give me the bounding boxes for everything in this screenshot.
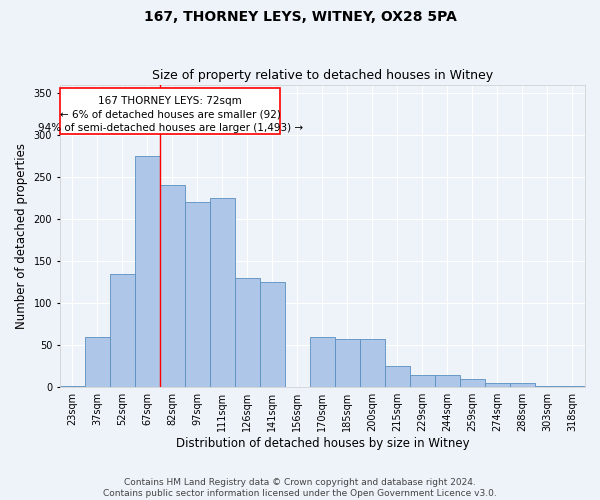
Bar bbox=[260, 282, 285, 387]
FancyBboxPatch shape bbox=[60, 88, 280, 134]
Text: 167, THORNEY LEYS, WITNEY, OX28 5PA: 167, THORNEY LEYS, WITNEY, OX28 5PA bbox=[143, 10, 457, 24]
Title: Size of property relative to detached houses in Witney: Size of property relative to detached ho… bbox=[152, 69, 493, 82]
Bar bbox=[535, 386, 560, 387]
Bar bbox=[235, 278, 260, 387]
Bar bbox=[410, 374, 435, 387]
Bar bbox=[85, 337, 110, 387]
Bar bbox=[360, 340, 385, 387]
Bar bbox=[460, 379, 485, 387]
Bar bbox=[335, 340, 360, 387]
Bar bbox=[510, 383, 535, 387]
Bar bbox=[435, 374, 460, 387]
Text: ← 6% of detached houses are smaller (92): ← 6% of detached houses are smaller (92) bbox=[59, 110, 281, 120]
Bar bbox=[385, 366, 410, 387]
Bar bbox=[110, 274, 135, 387]
Bar bbox=[560, 386, 585, 387]
Text: 94% of semi-detached houses are larger (1,493) →: 94% of semi-detached houses are larger (… bbox=[38, 124, 302, 134]
Bar bbox=[210, 198, 235, 387]
Bar bbox=[160, 186, 185, 387]
Text: Contains HM Land Registry data © Crown copyright and database right 2024.
Contai: Contains HM Land Registry data © Crown c… bbox=[103, 478, 497, 498]
X-axis label: Distribution of detached houses by size in Witney: Distribution of detached houses by size … bbox=[176, 437, 469, 450]
Bar bbox=[185, 202, 210, 387]
Bar bbox=[135, 156, 160, 387]
Y-axis label: Number of detached properties: Number of detached properties bbox=[15, 143, 28, 329]
Bar bbox=[60, 386, 85, 387]
Bar bbox=[310, 337, 335, 387]
Bar bbox=[485, 383, 510, 387]
Text: 167 THORNEY LEYS: 72sqm: 167 THORNEY LEYS: 72sqm bbox=[98, 96, 242, 106]
